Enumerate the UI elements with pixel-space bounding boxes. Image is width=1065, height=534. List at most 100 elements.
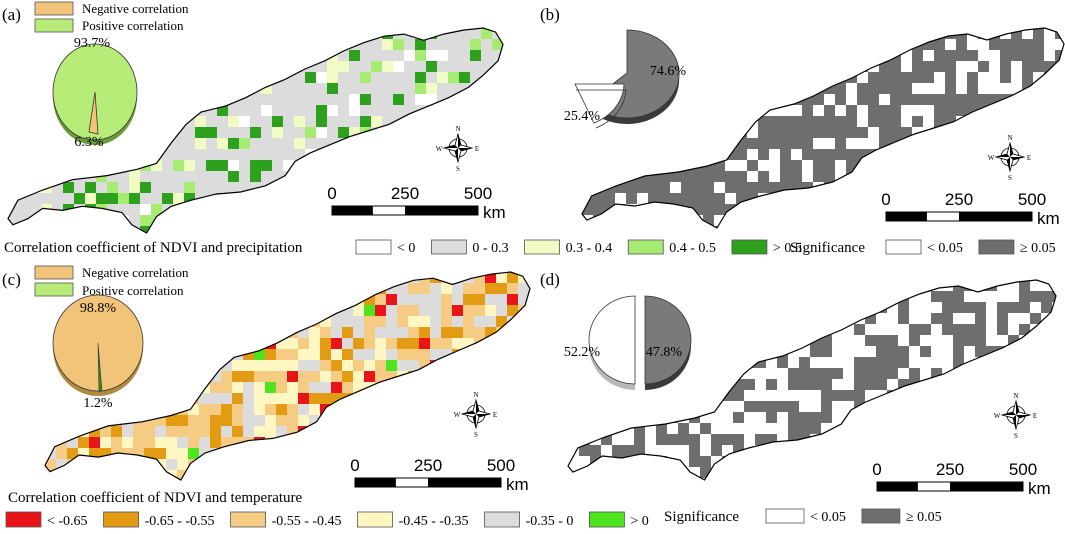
map-cell xyxy=(813,226,824,228)
map-cell xyxy=(615,171,626,182)
map-cell xyxy=(898,346,909,357)
map-cell xyxy=(507,371,518,382)
map-cell xyxy=(1019,335,1030,346)
map-cell xyxy=(155,448,166,459)
map-cell xyxy=(909,445,920,456)
pie-pct-major-b: 74.6% xyxy=(650,64,687,79)
map-cell xyxy=(382,50,393,61)
map-cell xyxy=(579,280,590,291)
map-cell xyxy=(898,302,909,313)
map-cell xyxy=(975,291,986,302)
map-cell xyxy=(331,316,342,327)
map-cell xyxy=(485,272,496,283)
map-cell xyxy=(832,302,843,313)
map-cell xyxy=(228,215,239,226)
map-cell xyxy=(287,393,298,404)
map-cell xyxy=(703,138,714,149)
map-cell xyxy=(228,193,239,204)
map-cell xyxy=(953,379,964,390)
map-cell xyxy=(758,72,769,83)
map-cell xyxy=(360,61,371,72)
map-cell xyxy=(221,371,232,382)
map-cell xyxy=(890,72,901,83)
map-cell xyxy=(426,193,437,204)
map-cell xyxy=(327,160,338,171)
map-cell xyxy=(967,94,978,105)
map-cell xyxy=(320,470,331,480)
map-cell xyxy=(802,127,813,138)
map-cell xyxy=(857,127,868,138)
map-cell xyxy=(1055,160,1064,171)
map-cell xyxy=(397,459,408,470)
map-cell xyxy=(441,426,452,437)
map-cell xyxy=(1019,280,1030,291)
compass-e-label: E xyxy=(493,411,497,419)
map-cell xyxy=(30,226,41,233)
map-cell xyxy=(835,160,846,171)
map-cell xyxy=(942,313,953,324)
map-cell xyxy=(155,305,166,316)
map-cell xyxy=(887,401,898,412)
map-cell xyxy=(338,72,349,83)
map-cell xyxy=(199,283,210,294)
map-cell xyxy=(8,138,19,149)
map-cell xyxy=(342,371,353,382)
map-cell xyxy=(978,116,989,127)
map-cell xyxy=(19,127,30,138)
map-cell xyxy=(210,382,221,393)
map-cell xyxy=(261,226,272,233)
map-cell xyxy=(689,313,700,324)
map-cell xyxy=(670,171,681,182)
map-cell xyxy=(232,459,243,470)
map-cell xyxy=(184,50,195,61)
map-cell xyxy=(879,116,890,127)
map-cell xyxy=(386,327,397,338)
map-cell xyxy=(342,437,353,448)
map-cell xyxy=(210,305,221,316)
map-cell xyxy=(978,193,989,204)
map-cell xyxy=(316,204,327,215)
map-cell xyxy=(173,94,184,105)
map-cell xyxy=(338,171,349,182)
map-cell xyxy=(78,448,89,459)
map-cell xyxy=(733,302,744,313)
map-cell xyxy=(353,283,364,294)
map-cell xyxy=(923,50,934,61)
map-cell xyxy=(45,360,56,371)
map-cell xyxy=(151,50,162,61)
map-cell xyxy=(956,127,967,138)
legend-class-label: -0.55 - -0.45 xyxy=(272,514,342,529)
map-cell xyxy=(265,283,276,294)
map-cell xyxy=(360,72,371,83)
map-cell xyxy=(744,390,755,401)
map-cell xyxy=(953,313,964,324)
map-cell xyxy=(305,193,316,204)
map-cell xyxy=(923,61,934,72)
map-cell xyxy=(923,226,934,228)
map-cell xyxy=(920,346,931,357)
map-cell xyxy=(986,313,997,324)
map-cell xyxy=(824,127,835,138)
legend-swatch xyxy=(588,511,625,528)
map-cell xyxy=(177,338,188,349)
map-cell xyxy=(353,305,364,316)
map-cell xyxy=(210,327,221,338)
map-cell xyxy=(298,294,309,305)
map-cell xyxy=(294,138,305,149)
map-cell xyxy=(397,404,408,415)
map-cell xyxy=(206,116,217,127)
map-cell xyxy=(821,335,832,346)
map-cell xyxy=(144,448,155,459)
map-cell xyxy=(1019,346,1030,357)
map-cell xyxy=(769,39,780,50)
map-cell xyxy=(353,371,364,382)
map-cell xyxy=(813,160,824,171)
map-cell xyxy=(448,215,459,226)
map-cell xyxy=(648,160,659,171)
map-cell xyxy=(239,94,250,105)
map-cell xyxy=(901,83,912,94)
map-cell xyxy=(956,28,967,39)
map-cell xyxy=(232,448,243,459)
map-cell xyxy=(140,171,151,182)
